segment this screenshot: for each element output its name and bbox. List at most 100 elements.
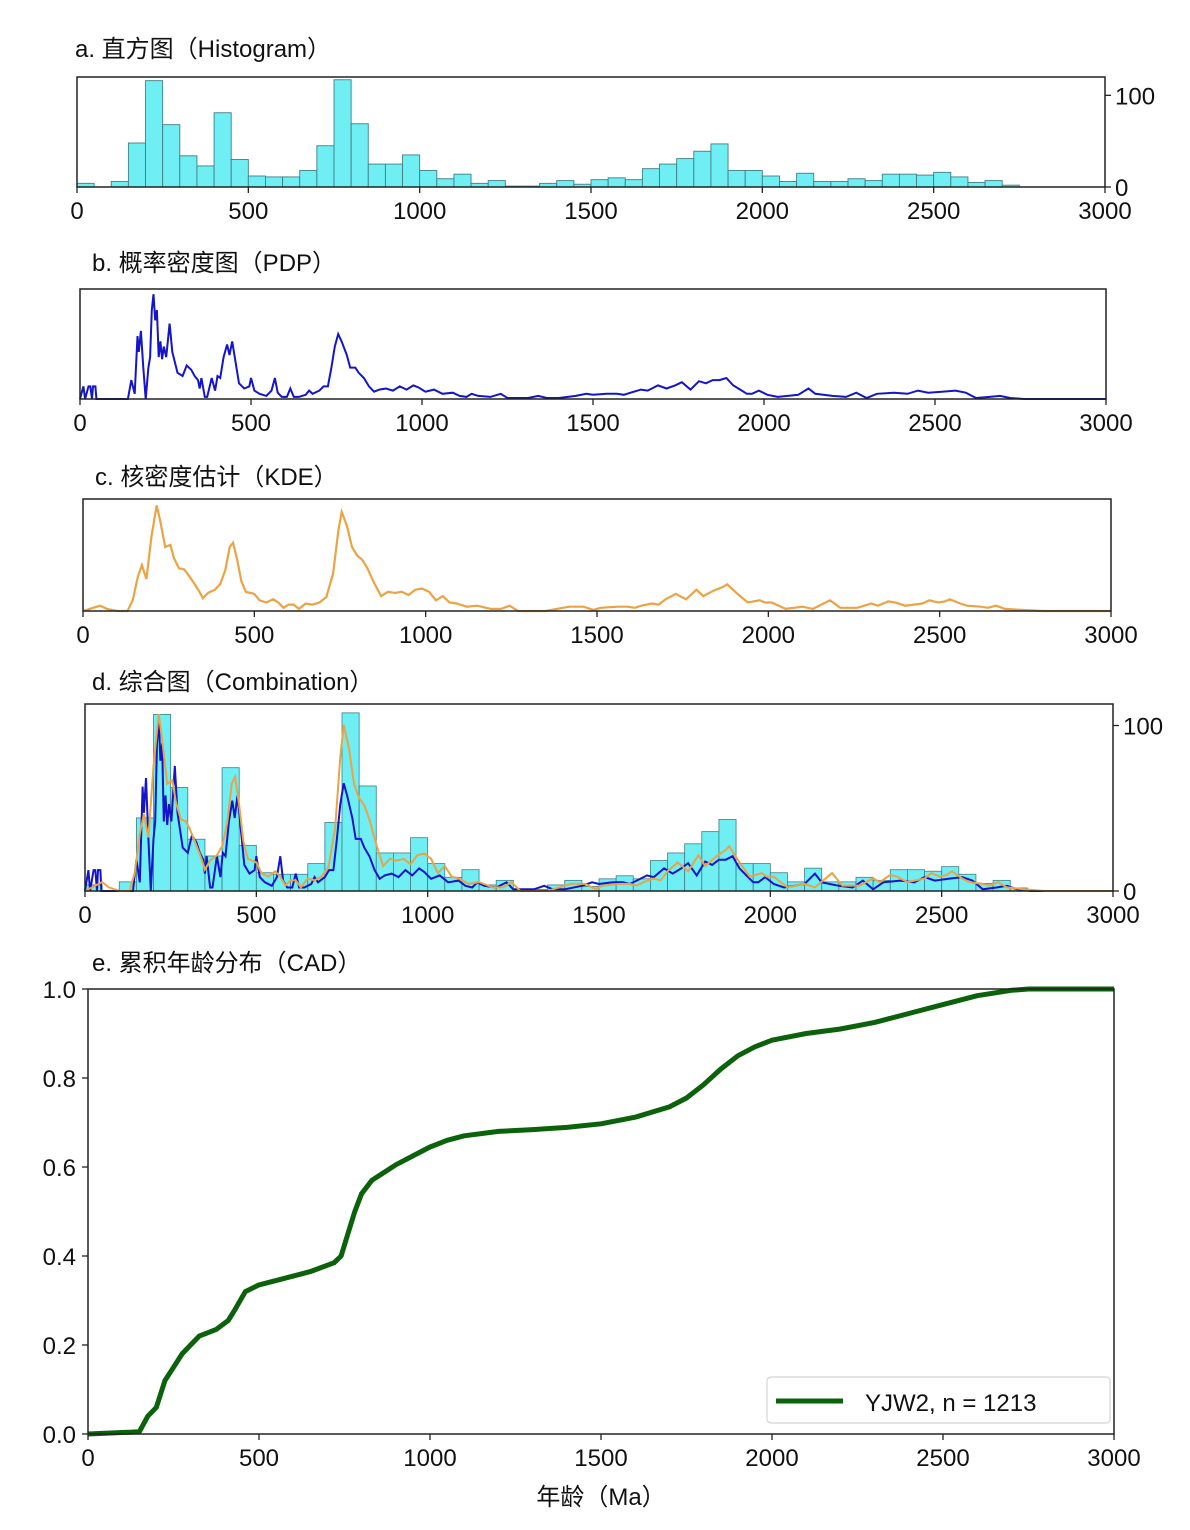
- histogram-bar: [676, 158, 695, 188]
- panel-combination: d. 综合图（Combination） 0 500 1000 1500 2000 2500…: [78, 669, 1163, 929]
- x-tick-label: 2000: [737, 410, 790, 437]
- histogram-bars: [76, 79, 1020, 188]
- x-tick-label: 1500: [570, 622, 623, 649]
- histogram-bar: [607, 177, 626, 188]
- combination-histogram-bars: [84, 712, 1028, 892]
- x-tick-label: 1500: [574, 1445, 627, 1472]
- histogram-bar: [984, 180, 1003, 188]
- histogram-bar: [710, 143, 729, 188]
- histogram-bar: [556, 180, 575, 188]
- histogram-bar: [796, 172, 815, 188]
- panel-cad: e. 累积年龄分布（CAD） 0 500 1000 1500 2000 2500 3000 …: [43, 950, 1141, 1511]
- histogram-bar: [864, 180, 883, 188]
- panel-d-title: d. 综合图（Combination）: [92, 669, 373, 696]
- histogram-bar: [916, 174, 935, 188]
- x-tick-label: 3000: [1087, 1445, 1140, 1472]
- histogram-bar: [727, 170, 746, 188]
- x-tick-label: 2500: [913, 622, 966, 649]
- histogram-bar: [367, 163, 386, 188]
- y-tick-label: 0: [1123, 879, 1136, 906]
- histogram-bar: [898, 173, 917, 188]
- histogram-bar: [813, 181, 832, 188]
- histogram-bar: [316, 145, 335, 188]
- panel-a-x-ticks: 0 500 1000 1500 2000 2500 3000: [70, 187, 1132, 225]
- panel-a-title: a. 直方图（Histogram）: [75, 36, 331, 63]
- x-tick-label: 1500: [566, 410, 619, 437]
- histogram-bar: [659, 163, 678, 188]
- histogram-bar: [744, 170, 763, 188]
- x-axis-label: 年龄（Ma）: [536, 1484, 665, 1511]
- x-tick-label: 3000: [1079, 410, 1132, 437]
- x-tick-label: 2500: [916, 1445, 969, 1472]
- combination-pdp-line: [84, 717, 1113, 892]
- combination-bar: [684, 843, 703, 892]
- histogram-bar: [145, 80, 164, 188]
- y-tick-label: 0.0: [43, 1422, 76, 1449]
- panel-e-x-ticks: 0 500 1000 1500 2000 2500 3000: [81, 1434, 1141, 1472]
- histogram-bar: [590, 179, 609, 188]
- legend-box: [766, 1376, 1111, 1424]
- histogram-bar: [641, 168, 660, 188]
- x-tick-label: 2000: [745, 1445, 798, 1472]
- panel-d-x-ticks: 0 500 1000 1500 2000 2500 3000: [78, 891, 1140, 929]
- x-tick-label: 500: [236, 902, 276, 929]
- histogram-bar: [933, 171, 952, 188]
- histogram-bar: [436, 178, 455, 188]
- x-tick-label: 1000: [403, 1445, 456, 1472]
- x-tick-label: 2000: [744, 902, 797, 929]
- panel-histogram: a. 直方图（Histogram） 0 500 1000 1500 2000 2500 30…: [70, 36, 1155, 225]
- cad-line: [87, 986, 1114, 1437]
- x-tick-label: 1500: [572, 902, 625, 929]
- x-tick-label: 3000: [1084, 622, 1137, 649]
- combination-kde-line: [84, 713, 1113, 892]
- x-tick-label: 500: [231, 410, 271, 437]
- combination-bar: [238, 844, 257, 892]
- histogram-bar: [282, 176, 301, 188]
- histogram-bar: [110, 181, 129, 188]
- x-tick-label: 0: [70, 198, 83, 225]
- x-tick-label: 1000: [399, 622, 452, 649]
- histogram-bar: [693, 150, 712, 188]
- x-tick-label: 2500: [908, 410, 961, 437]
- histogram-bar: [384, 163, 403, 188]
- y-tick-label: 0.2: [43, 1333, 76, 1360]
- combination-bar: [718, 819, 737, 892]
- x-tick-label: 1000: [393, 198, 446, 225]
- histogram-bar: [881, 173, 900, 188]
- panel-pdp: b. 概率密度图（PDP） 0 500 1000 1500 2000 2500 3000: [73, 250, 1132, 437]
- panel-c-x-ticks: 0 500 1000 1500 2000 2500 3000: [76, 611, 1138, 649]
- histogram-bar: [196, 165, 215, 188]
- histogram-bar: [830, 181, 849, 188]
- combination-bar: [307, 863, 326, 892]
- panel-e-title: e. 累积年龄分布（CAD）: [92, 950, 361, 977]
- panel-b-axes-frame: [79, 288, 1107, 400]
- x-tick-label: 500: [228, 198, 268, 225]
- x-tick-label: 0: [73, 410, 86, 437]
- panel-c-title: c. 核密度估计（KDE）: [95, 464, 338, 491]
- histogram-bar: [402, 154, 421, 188]
- x-tick-label: 500: [239, 1445, 279, 1472]
- panel-b-title: b. 概率密度图（PDP）: [92, 250, 336, 277]
- histogram-bar: [847, 178, 866, 188]
- panel-kde: c. 核密度估计（KDE） 0 500 1000 1500 2000 2500 3000: [76, 464, 1137, 649]
- x-tick-label: 2500: [915, 902, 968, 929]
- histogram-bar: [419, 170, 438, 188]
- histogram-bar: [162, 124, 181, 188]
- panel-c-axes-frame: [82, 498, 1112, 612]
- legend-label: YJW2, n = 1213: [865, 1390, 1036, 1417]
- y-tick-label: 0.6: [43, 1155, 76, 1182]
- x-tick-label: 0: [76, 622, 89, 649]
- y-tick-label: 0: [1115, 175, 1128, 202]
- panel-a-y-ticks: 0 100: [1105, 83, 1155, 202]
- x-tick-label: 1000: [395, 410, 448, 437]
- pdp-line: [79, 294, 1106, 400]
- histogram-bar: [779, 181, 798, 188]
- x-tick-label: 1500: [564, 198, 617, 225]
- histogram-bar: [761, 175, 780, 188]
- histogram-bar: [213, 112, 232, 188]
- combination-bar: [341, 712, 360, 892]
- histogram-bar: [179, 155, 198, 188]
- histogram-bar: [247, 175, 266, 188]
- y-tick-label: 100: [1115, 83, 1155, 110]
